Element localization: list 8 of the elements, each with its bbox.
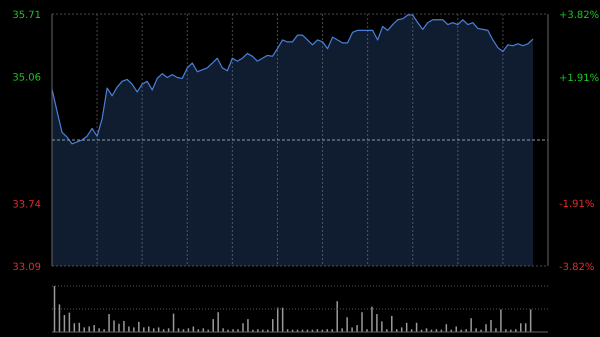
y2-tick-label: +1.91% [559,73,600,84]
y2-tick-label: -1.91% [559,199,594,210]
y2-tick-label: -3.82% [559,262,594,273]
y2-tick-label: +3.82% [559,10,600,21]
y-tick-label: 33.74 [12,199,41,210]
y-tick-label: 35.71 [12,10,41,21]
y-tick-label: 33.09 [12,262,41,273]
y-tick-label: 35.06 [12,72,41,84]
